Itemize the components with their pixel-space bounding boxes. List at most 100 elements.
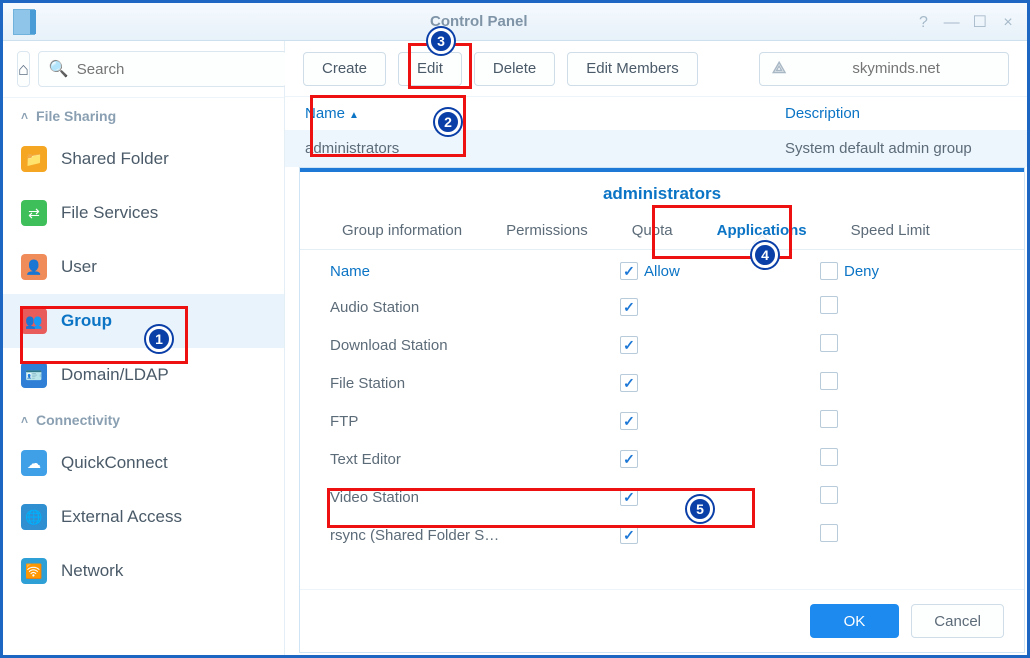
sidebar-item-file-services[interactable]: ⇄File Services — [3, 186, 284, 240]
allow-checkbox[interactable] — [620, 488, 638, 506]
toolbar: Create Edit Delete Edit Members ⟁ — [285, 41, 1027, 97]
minimize-icon[interactable]: — — [943, 14, 961, 32]
section-connectivity[interactable]: ˄ Connectivity — [3, 402, 284, 436]
close-icon[interactable]: × — [999, 14, 1017, 32]
perm-col-name[interactable]: Name — [330, 263, 620, 280]
nav-icon: 🛜 — [21, 558, 47, 584]
perm-col-allow[interactable]: Allow — [620, 262, 820, 280]
deny-all-checkbox[interactable] — [820, 262, 838, 280]
home-icon: ⌂ — [18, 59, 29, 80]
home-button[interactable]: ⌂ — [17, 51, 30, 87]
tab-speed-limit[interactable]: Speed Limit — [829, 212, 952, 249]
nav-label: External Access — [61, 507, 182, 527]
tab-applications[interactable]: Applications — [695, 212, 829, 249]
sidebar: ⌂ 🔍 ˄ File Sharing 📁 Shared Folder ⇄File S… — [3, 41, 285, 655]
perm-app-name: File Station — [330, 375, 620, 392]
help-icon[interactable]: ? — [914, 14, 932, 32]
allow-all-checkbox[interactable] — [620, 262, 638, 280]
deny-checkbox[interactable] — [820, 486, 838, 504]
sidebar-item-network[interactable]: 🛜 Network — [3, 544, 284, 598]
nav-label: Network — [61, 561, 123, 581]
chevron-up-icon: ˄ — [21, 109, 28, 123]
allow-checkbox[interactable] — [620, 450, 638, 468]
dialog-footer: OK Cancel — [300, 589, 1024, 652]
tab-permissions[interactable]: Permissions — [484, 212, 610, 249]
allow-checkbox[interactable] — [620, 412, 638, 430]
filter-field[interactable]: ⟁ — [759, 52, 1009, 86]
nav-icon: 🪪 — [21, 362, 47, 388]
sort-asc-icon: ▲ — [349, 110, 359, 121]
perm-row: Text Editor — [300, 440, 1024, 478]
col-desc-header[interactable]: Description — [785, 105, 860, 122]
sidebar-item-external-access[interactable]: 🌐 External Access — [3, 490, 284, 544]
perm-header: Name Allow Deny — [300, 250, 1024, 288]
perm-rows: Audio Station Download Station File Stat… — [300, 288, 1024, 589]
nav-icon: 🌐 — [21, 504, 47, 530]
search-icon: 🔍 — [49, 59, 69, 79]
maximize-icon[interactable]: ☐ — [971, 12, 989, 32]
deny-checkbox[interactable] — [820, 448, 838, 466]
nav-icon: 📁 — [21, 146, 47, 172]
tab-quota[interactable]: Quota — [610, 212, 695, 249]
delete-button[interactable]: Delete — [474, 52, 555, 86]
allow-checkbox[interactable] — [620, 374, 638, 392]
sidebar-item-shared-folder[interactable]: 📁 Shared Folder — [3, 132, 284, 186]
app-icon — [13, 9, 35, 35]
allow-checkbox[interactable] — [620, 526, 638, 544]
sidebar-item-quickconnect[interactable]: ☁ QuickConnect — [3, 436, 284, 490]
edit-button[interactable]: Edit — [398, 52, 462, 86]
window-controls: ? — ☐ × — [908, 12, 1017, 32]
search-field[interactable]: 🔍 — [38, 51, 287, 87]
nav-icon: ☁ — [21, 450, 47, 476]
section-file-sharing[interactable]: ˄ File Sharing — [3, 98, 284, 132]
chevron-up-icon: ˄ — [21, 413, 28, 427]
perm-col-deny[interactable]: Deny — [820, 262, 879, 280]
nav-label: Group — [61, 311, 112, 331]
window-title: Control Panel — [49, 13, 908, 30]
grid-header: Name▲ Description — [285, 97, 1027, 130]
table-row[interactable]: administrators System default admin grou… — [285, 130, 1027, 167]
perm-app-name: Download Station — [330, 337, 620, 354]
search-input[interactable] — [77, 61, 276, 78]
perm-app-name: FTP — [330, 413, 620, 430]
nav-icon: 👥 — [21, 308, 47, 334]
edit-members-button[interactable]: Edit Members — [567, 52, 698, 86]
sidebar-item-domain-ldap[interactable]: 🪪 Domain/LDAP — [3, 348, 284, 402]
perm-app-name: Audio Station — [330, 299, 620, 316]
nav-icon: 👤 — [21, 254, 47, 280]
nav-icon: ⇄ — [21, 200, 47, 226]
sidebar-item-group[interactable]: 👥 Group — [3, 294, 284, 348]
titlebar: Control Panel ? — ☐ × — [3, 3, 1027, 41]
nav-label: User — [61, 257, 97, 277]
perm-row: File Station — [300, 364, 1024, 402]
deny-checkbox[interactable] — [820, 524, 838, 542]
tab-group-information[interactable]: Group information — [320, 212, 484, 249]
deny-checkbox[interactable] — [820, 334, 838, 352]
perm-app-name: rsync (Shared Folder S… — [330, 527, 620, 544]
perm-row: Audio Station — [300, 288, 1024, 326]
create-button[interactable]: Create — [303, 52, 386, 86]
filter-input[interactable] — [796, 60, 996, 77]
cell-desc: System default admin group — [785, 140, 972, 157]
allow-checkbox[interactable] — [620, 298, 638, 316]
perm-row: rsync (Shared Folder S… — [300, 516, 1024, 554]
edit-group-dialog: administrators Group informationPermissi… — [300, 168, 1024, 652]
perm-row: Video Station — [300, 478, 1024, 516]
cancel-button[interactable]: Cancel — [911, 604, 1004, 638]
ok-button[interactable]: OK — [810, 604, 900, 638]
deny-checkbox[interactable] — [820, 372, 838, 390]
nav-label: Domain/LDAP — [61, 365, 169, 385]
dialog-tabs: Group informationPermissionsQuotaApplica… — [300, 212, 1024, 250]
funnel-icon: ⟁ — [772, 60, 786, 78]
sidebar-item-user[interactable]: 👤 User — [3, 240, 284, 294]
deny-checkbox[interactable] — [820, 296, 838, 314]
dialog-title: administrators — [300, 172, 1024, 212]
nav-label: QuickConnect — [61, 453, 168, 473]
perm-row: Download Station — [300, 326, 1024, 364]
col-name-header[interactable]: Name▲ — [305, 105, 785, 122]
deny-checkbox[interactable] — [820, 410, 838, 428]
allow-checkbox[interactable] — [620, 336, 638, 354]
perm-row: FTP — [300, 402, 1024, 440]
perm-app-name: Text Editor — [330, 451, 620, 468]
nav-label: Shared Folder — [61, 149, 169, 169]
